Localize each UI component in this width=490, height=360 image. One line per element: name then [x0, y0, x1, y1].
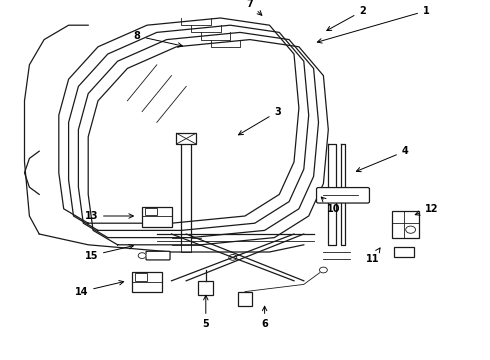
Bar	[142, 207, 172, 227]
Text: 5: 5	[202, 296, 209, 329]
Text: 7: 7	[246, 0, 262, 15]
Text: 15: 15	[84, 244, 133, 261]
Circle shape	[138, 253, 146, 258]
Text: 14: 14	[74, 280, 123, 297]
Bar	[198, 281, 213, 295]
Text: 4: 4	[356, 146, 409, 172]
Text: 6: 6	[261, 306, 268, 329]
Bar	[394, 247, 414, 257]
Bar	[392, 211, 419, 238]
Circle shape	[406, 226, 416, 233]
Bar	[238, 292, 252, 306]
Text: 3: 3	[239, 107, 281, 135]
Bar	[135, 273, 147, 281]
FancyBboxPatch shape	[146, 251, 170, 260]
Text: 12: 12	[415, 204, 438, 215]
Bar	[176, 133, 196, 144]
FancyBboxPatch shape	[317, 188, 369, 203]
Bar	[145, 208, 157, 215]
Bar	[132, 272, 162, 292]
Text: 11: 11	[366, 248, 380, 264]
Text: 8: 8	[134, 31, 182, 47]
Circle shape	[319, 267, 327, 273]
Text: 10: 10	[321, 197, 340, 214]
Text: 13: 13	[84, 211, 133, 221]
Text: 1: 1	[318, 6, 430, 43]
Text: 2: 2	[327, 6, 366, 31]
